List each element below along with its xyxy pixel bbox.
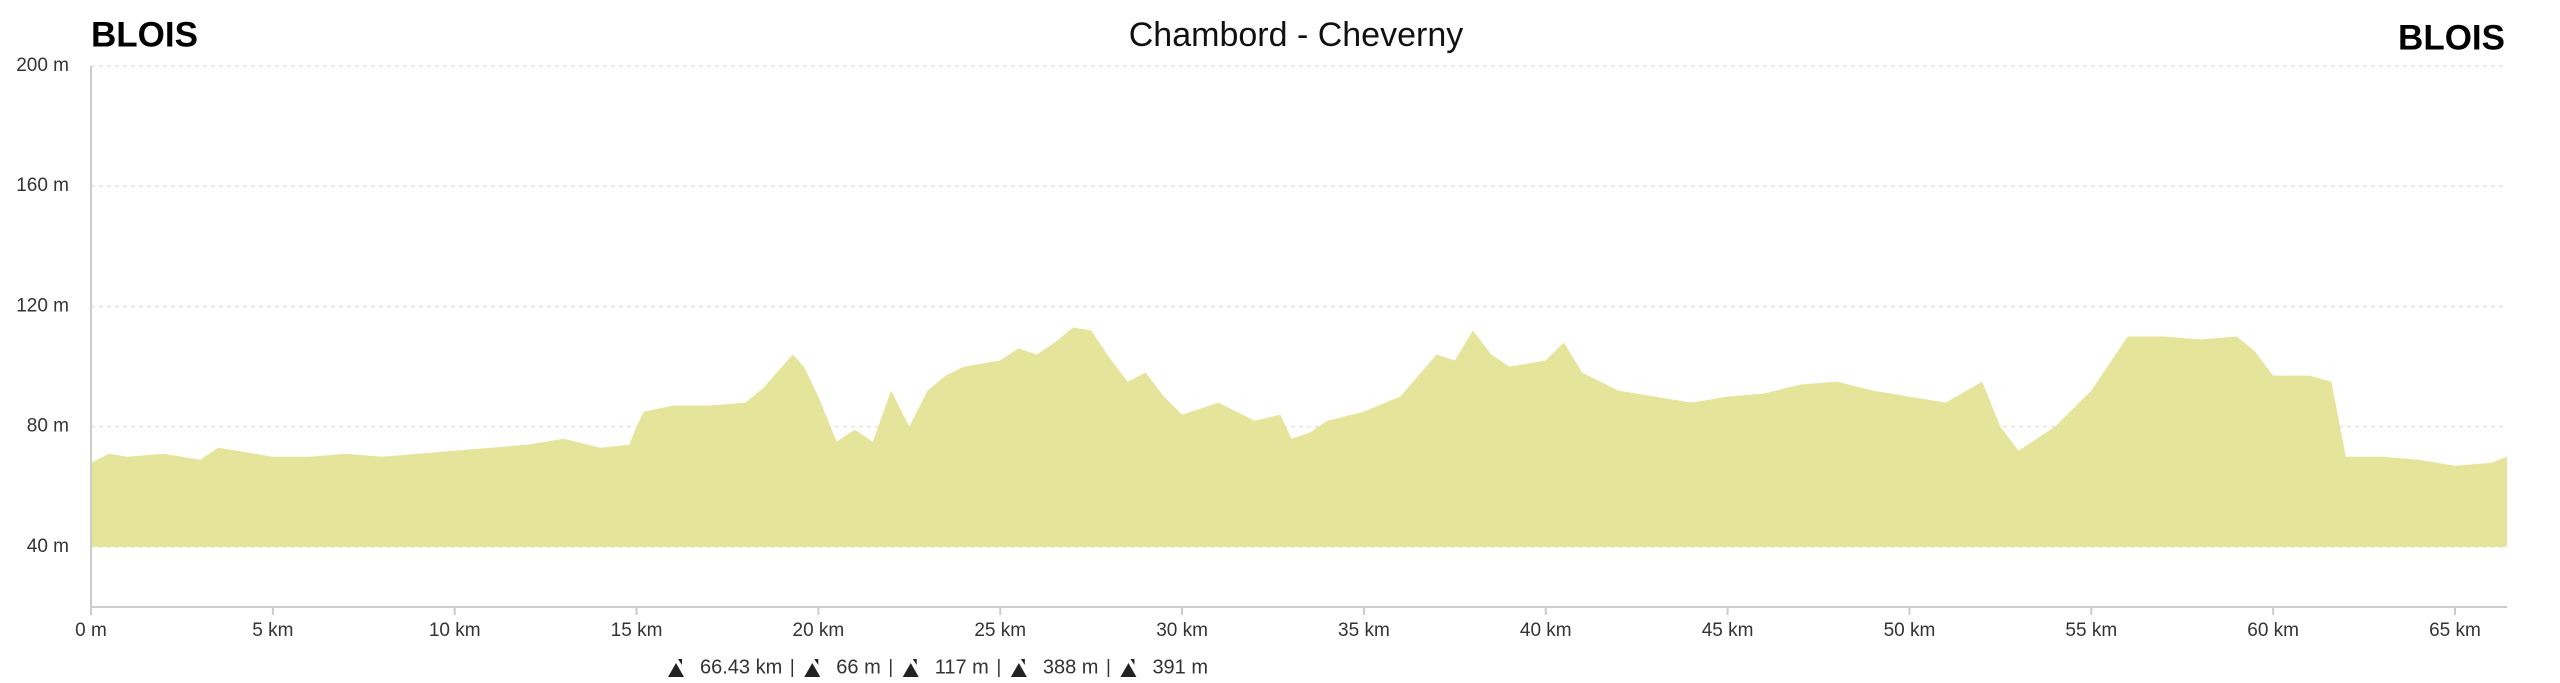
y-tick-label: 40 m (27, 536, 69, 557)
y-tick-label: 160 m (16, 175, 69, 196)
start-label: BLOIS (91, 15, 198, 54)
stat-value: 66 m (836, 656, 880, 678)
y-tick-label: 120 m (16, 295, 69, 316)
y-tick-label: 80 m (27, 416, 69, 437)
stat-value: 66.43 km (700, 656, 782, 678)
stat-icon (668, 659, 684, 677)
chart-title: Chambord - Cheverny (1129, 16, 1463, 54)
x-tick-label: 40 km (1520, 620, 1572, 641)
y-tick-label: 200 m (16, 55, 69, 76)
end-label: BLOIS (2398, 18, 2505, 57)
x-tick-label: 65 km (2429, 620, 2481, 641)
x-tick-label: 60 km (2247, 620, 2299, 641)
x-tick-label: 10 km (429, 620, 481, 641)
x-tick-label: 25 km (974, 620, 1026, 641)
x-tick-label: 50 km (1884, 620, 1936, 641)
x-tick-label: 20 km (793, 620, 845, 641)
stat-value: 388 m (1043, 656, 1099, 678)
stat-icon (1120, 659, 1137, 677)
elevation-area (91, 327, 2507, 547)
stat-value: 391 m (1152, 656, 1208, 678)
stat-icon (902, 659, 919, 677)
stat-value: 117 m (935, 656, 989, 678)
x-tick-label: 35 km (1338, 620, 1390, 641)
x-tick-label: 0 m (75, 620, 107, 641)
x-tick-label: 45 km (1702, 620, 1754, 641)
stat-icon (804, 659, 821, 677)
stat-icon (1010, 659, 1027, 677)
x-tick-label: 30 km (1156, 620, 1208, 641)
x-tick-label: 55 km (2065, 620, 2117, 641)
x-tick-label: 15 km (611, 620, 663, 641)
x-tick-label: 5 km (252, 620, 293, 641)
